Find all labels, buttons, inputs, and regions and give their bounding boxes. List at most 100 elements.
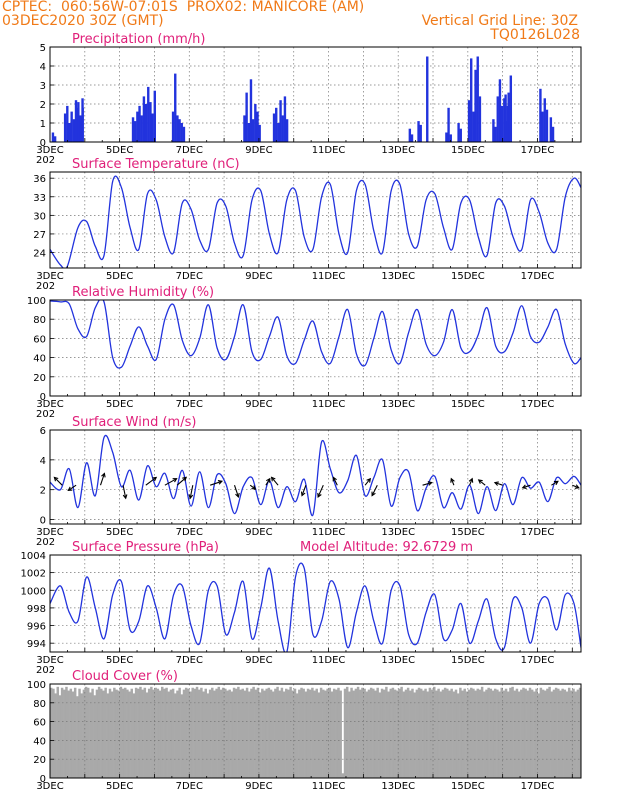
cloud-bar: [406, 687, 410, 778]
cloud-bar: [250, 688, 253, 778]
cloud-bar: [80, 693, 83, 778]
cloud-bar: [367, 689, 371, 778]
cloud-bar: [232, 687, 236, 778]
cloud-bar: [115, 689, 118, 778]
cloud-bar: [319, 687, 323, 778]
precip-bar: [410, 134, 414, 142]
cloud-bar: [171, 688, 175, 778]
wind-x-tick-label: 5DEC: [106, 527, 133, 538]
wind-panel: 0 2 4 6 3DEC 5DEC 7DEC 9DEC 11DEC 13DEC 15DEC 17DEC…: [36, 415, 582, 548]
cloud-bar: [119, 686, 123, 778]
precip-bar: [79, 115, 82, 142]
cloud-bar: [330, 691, 334, 778]
wind-arrow: [164, 478, 177, 486]
cloud-bar: [63, 689, 66, 778]
cloud-bar: [267, 687, 271, 778]
cloud-bar: [380, 688, 384, 778]
cloud-bar: [502, 690, 506, 778]
cloud-bar: [402, 691, 406, 778]
pressure-x-tick-label: 17DEC: [521, 655, 555, 666]
cloud-bar: [426, 691, 429, 778]
cloud-bar: [576, 689, 580, 778]
cloud-bar: [359, 689, 362, 778]
cloud-bar: [123, 687, 127, 778]
wind-arrow-head: [332, 476, 337, 482]
cloud-bar: [465, 691, 469, 778]
precip-bar: [472, 111, 475, 142]
cloud-bar: [326, 688, 329, 778]
cloud-bar: [150, 686, 153, 778]
rh-y-tick-label: 100: [27, 296, 46, 307]
precip-bar: [498, 79, 502, 142]
cloud-bar: [313, 690, 316, 778]
cloud-bar: [156, 688, 160, 778]
rh-x-tick-label: 15DEC: [451, 399, 485, 410]
cloud-bar: [87, 687, 90, 778]
cloud-bar: [187, 688, 190, 778]
cloud-bar: [130, 688, 133, 778]
cloud-bar: [348, 691, 351, 778]
precip-bar: [494, 126, 497, 142]
wind-arrow: [145, 476, 157, 486]
wind-arrow-head: [217, 480, 224, 485]
cloud-bar: [541, 689, 545, 778]
precip-bar: [417, 121, 420, 142]
cloud-bar: [452, 691, 456, 778]
cloud-bar: [322, 689, 325, 778]
cloud-bar: [302, 688, 305, 778]
cloud-y-tick-label: 100: [27, 680, 46, 691]
cloud-bar: [174, 693, 177, 778]
temp-grid: [50, 172, 581, 268]
cloud-bar: [113, 687, 116, 778]
cloud-bar: [145, 692, 149, 778]
wind-arrow-head: [521, 484, 527, 490]
wind-arrow: [422, 482, 432, 486]
cloud-bar: [435, 690, 438, 778]
cloud-bar: [415, 689, 419, 778]
wind-arrow: [522, 484, 531, 489]
precip-bar: [426, 56, 429, 142]
wind-arrow-head: [366, 477, 372, 483]
cloud-bar: [206, 693, 210, 778]
cloud-bar: [258, 692, 262, 778]
cloud-bar: [409, 690, 412, 778]
temp-x-tick-label: 15DEC: [451, 271, 485, 282]
wind-arrow: [317, 484, 324, 498]
cloud-bar: [400, 686, 403, 778]
cloud-bar: [352, 690, 355, 778]
precip-bar: [504, 94, 507, 142]
wind-x-tick-label: 3DEC: [36, 527, 63, 538]
cloud-bar: [102, 690, 105, 778]
header-model-id: TQ0126L028: [490, 27, 580, 43]
wind-x-tick-label: 7DEC: [176, 527, 203, 538]
precip-bar: [182, 126, 186, 142]
cloud-bar: [65, 686, 68, 778]
temp-y-tick-label: 30: [33, 211, 46, 222]
cloud-bar: [315, 688, 318, 778]
pressure-y-tick-label: 994: [27, 639, 46, 650]
cloud-bar: [365, 691, 369, 778]
cloud-bar: [252, 686, 255, 778]
cloud-bar: [189, 691, 192, 778]
wind-arrow-head: [235, 492, 240, 498]
cloud-bar: [178, 687, 181, 778]
wind-arrow-head: [270, 476, 276, 482]
cloud-bar: [361, 687, 364, 778]
cloud-bar: [78, 688, 81, 778]
cloud-bar: [167, 691, 170, 778]
rh-series-line: [50, 300, 581, 369]
rh-x-tick-label: 5DEC: [106, 399, 133, 410]
wind-arrow-head: [427, 481, 433, 486]
rh-x-tick-label: 9DEC: [245, 399, 272, 410]
header-datetime: 03DEC2020 30Z (GMT): [2, 13, 164, 29]
cloud-bar: [182, 689, 186, 778]
cloud-bar: [195, 686, 199, 778]
pressure-y-tick-label: 1004: [21, 551, 46, 562]
precip-bar: [543, 98, 546, 142]
cloud-bar: [369, 687, 373, 778]
rh-frame: [49, 299, 582, 397]
cloud-bar: [152, 689, 155, 778]
cloud-bar: [317, 692, 321, 778]
precip-x-tick-label: 13DEC: [381, 145, 415, 156]
cloud-bar: [557, 688, 560, 778]
